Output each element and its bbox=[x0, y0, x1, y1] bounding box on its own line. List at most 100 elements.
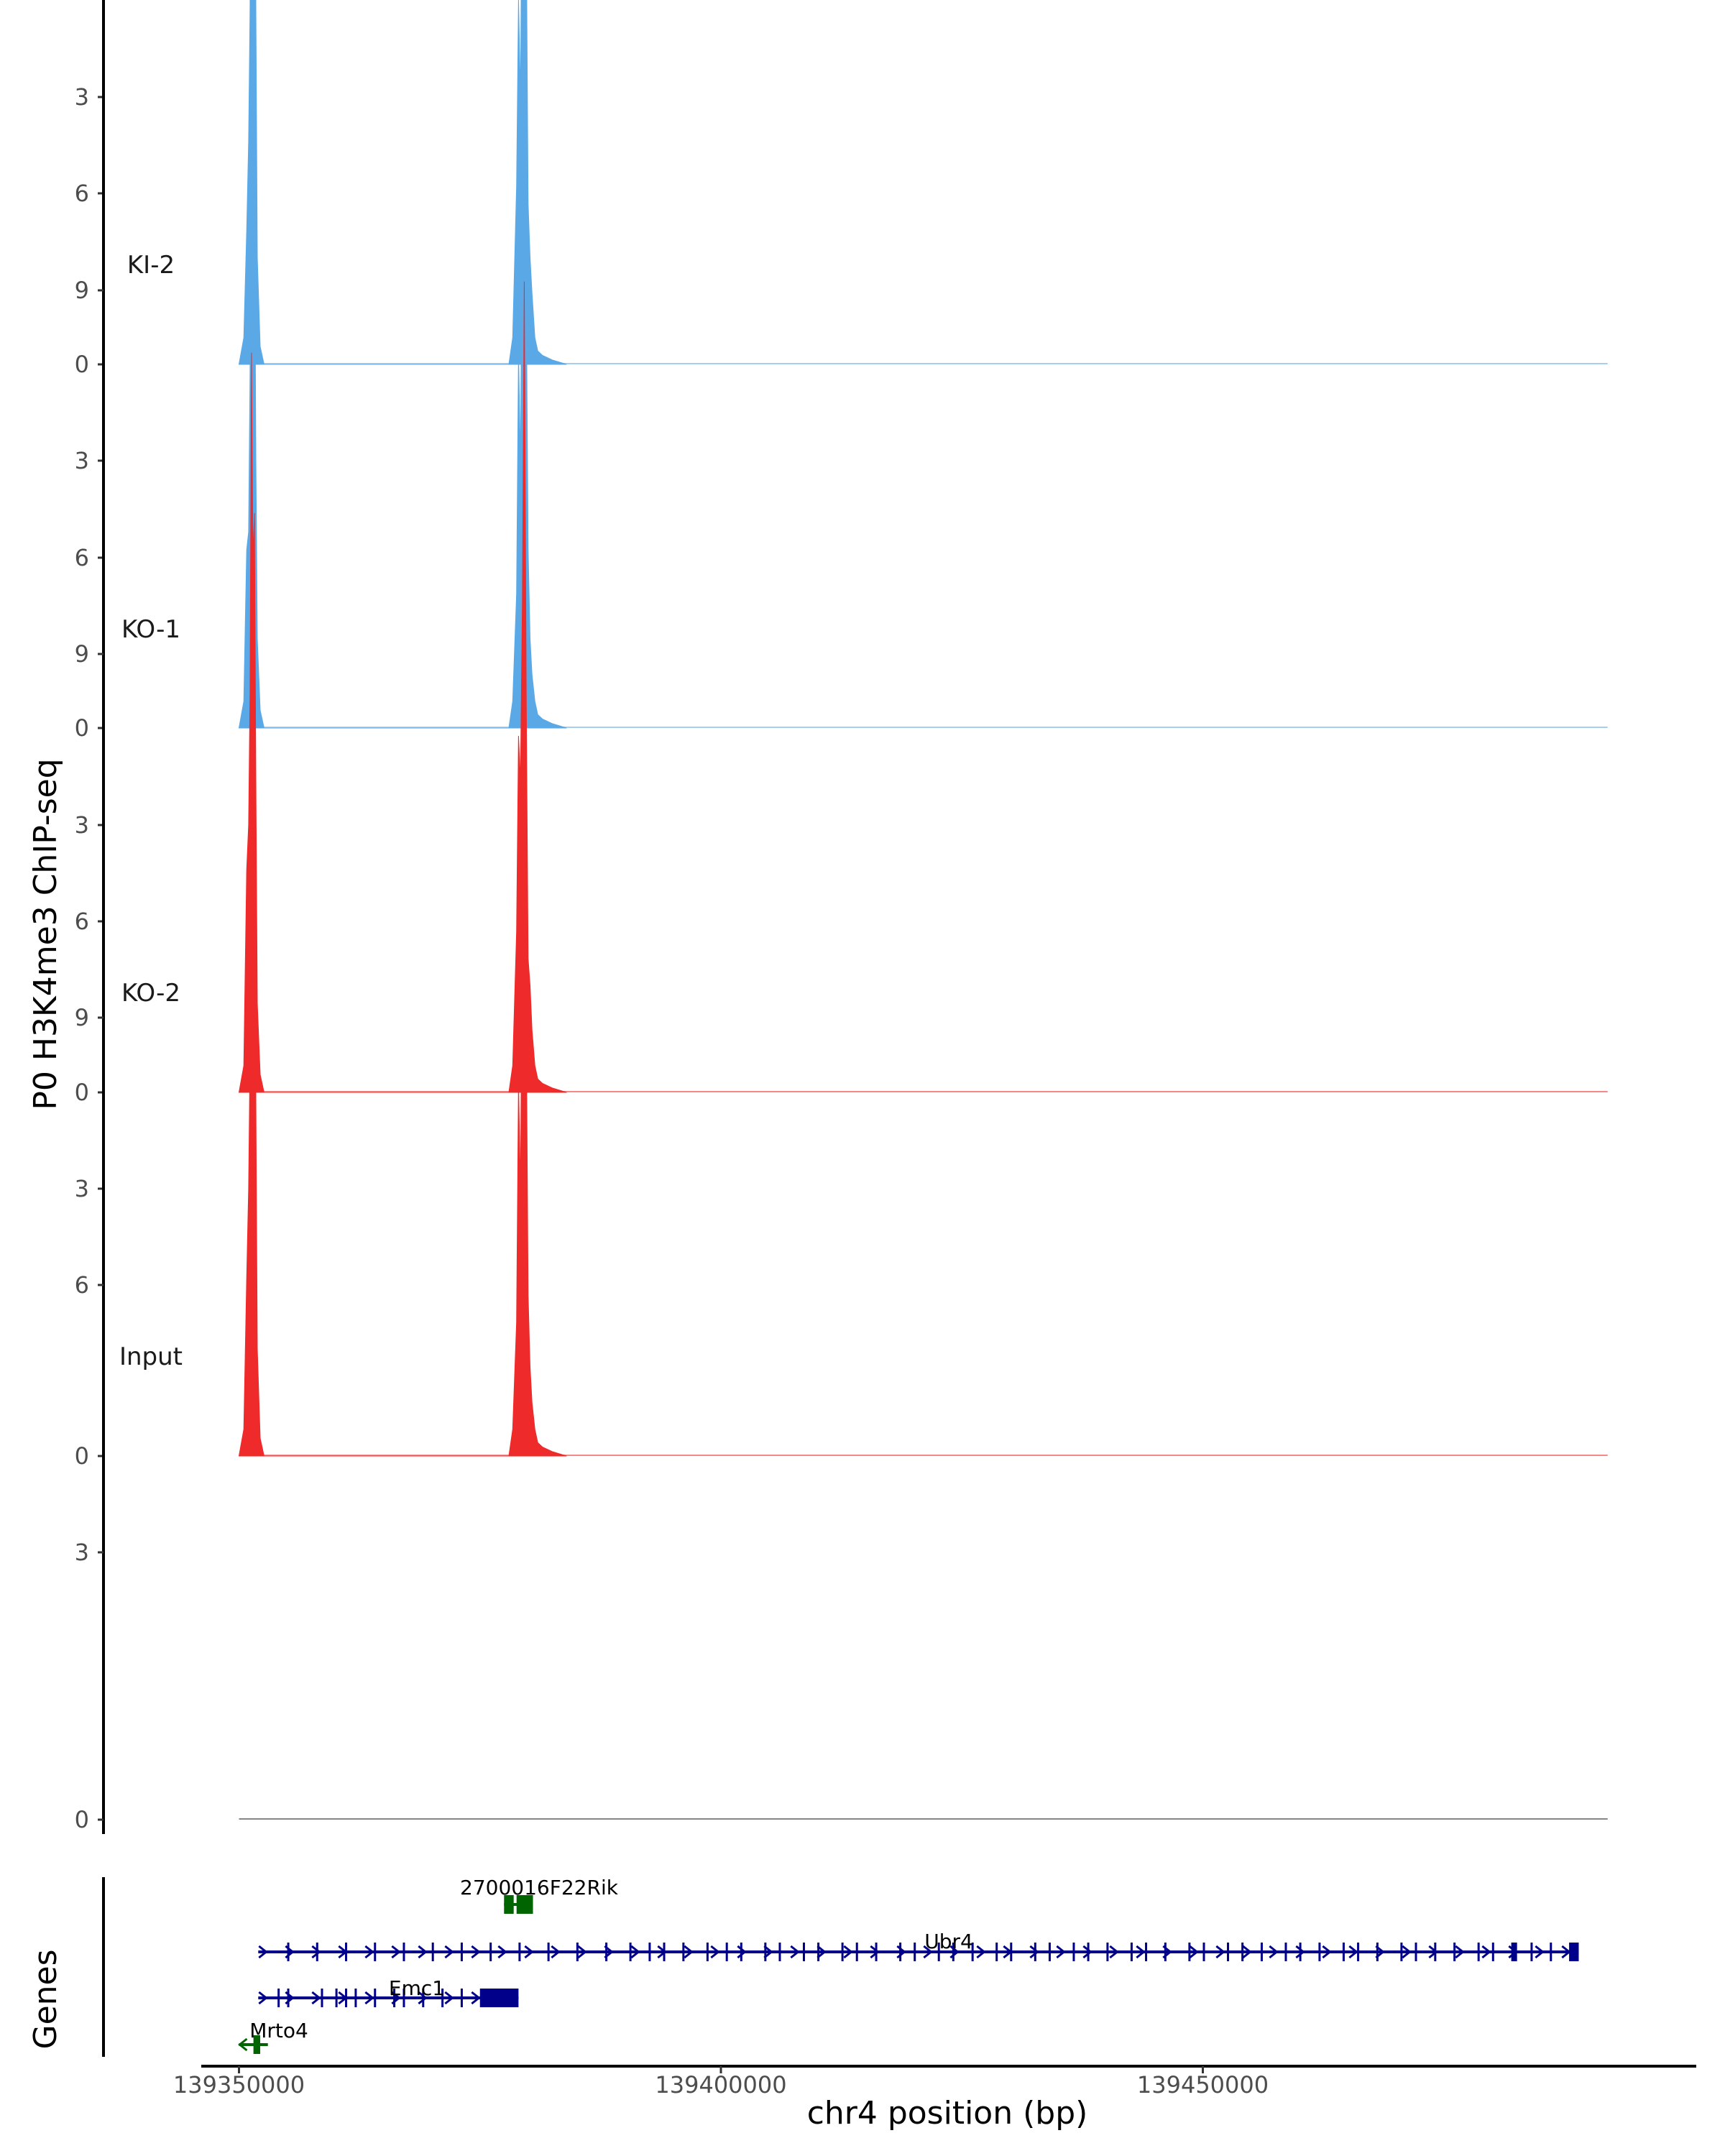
y-tick-label: 9 bbox=[75, 640, 89, 668]
exon-block bbox=[489, 1943, 492, 1961]
y-tick-label: 3 bbox=[75, 1175, 89, 1202]
strand-chevron bbox=[1295, 1945, 1305, 1959]
exon-block bbox=[914, 1943, 916, 1961]
exon-block bbox=[277, 1989, 280, 2007]
x-tick-label: 139350000 bbox=[173, 2071, 305, 2099]
exon-block bbox=[1087, 1943, 1090, 1961]
exon-block bbox=[576, 1943, 579, 1961]
gene-2700016f22rik: 2700016F22Rik bbox=[460, 1876, 619, 1914]
exon-block bbox=[1511, 1943, 1517, 1961]
exon-block bbox=[1318, 1943, 1321, 1961]
strand-chevron bbox=[1348, 1945, 1358, 1959]
y-tick-label: 0 bbox=[75, 1442, 89, 1470]
x-axis-title: chr4 position (bp) bbox=[807, 2095, 1088, 2132]
strand-chevron bbox=[311, 1991, 321, 2005]
exon-block bbox=[321, 1989, 323, 2007]
exon-block bbox=[1145, 1943, 1148, 1961]
signal-area bbox=[238, 0, 567, 729]
strand-chevron bbox=[418, 1945, 428, 1959]
gene-label: Ubr4 bbox=[924, 1930, 973, 1953]
y-tick-label: 6 bbox=[75, 908, 89, 935]
exon-block bbox=[1434, 1943, 1437, 1961]
exon-block bbox=[1202, 1943, 1205, 1961]
exon-block bbox=[1284, 1943, 1287, 1961]
exon-block bbox=[253, 2035, 261, 2054]
track-label: KO-1 bbox=[121, 615, 180, 644]
gene-label: 2700016F22Rik bbox=[460, 1876, 619, 1899]
strand-chevron bbox=[1322, 1945, 1332, 1959]
exon-block bbox=[740, 1943, 742, 1961]
strand-chevron bbox=[444, 1991, 454, 2005]
strand-chevron bbox=[790, 1945, 800, 1959]
strand-chevron bbox=[870, 1945, 880, 1959]
exon-block bbox=[402, 1989, 405, 2007]
track-input-panel: 0 3 6 9 Input bbox=[75, 839, 1608, 1834]
exon-block bbox=[899, 1943, 902, 1961]
exon-block bbox=[1550, 1943, 1552, 1961]
exon-block bbox=[1048, 1943, 1051, 1961]
strand-chevron bbox=[524, 1945, 534, 1959]
exon-block bbox=[547, 1943, 550, 1961]
strand-chevron bbox=[737, 1945, 747, 1959]
y-tick-label: 3 bbox=[75, 811, 89, 839]
exon-block bbox=[335, 1989, 338, 2007]
exon-block bbox=[431, 1943, 434, 1961]
gene-mrto4: Mrto4 bbox=[238, 2019, 308, 2054]
exon-block bbox=[1400, 1943, 1403, 1961]
genes-track: 2700016F22Rik Ubr4 Emc1 Mrto4 bbox=[102, 1876, 1579, 2057]
y-axis-title: P0 H3K4me3 ChIP-seq bbox=[27, 758, 64, 1110]
exon-block bbox=[629, 1943, 632, 1961]
exon-block bbox=[817, 1943, 820, 1961]
exon-block bbox=[802, 1943, 805, 1961]
exon-block bbox=[516, 1895, 533, 1914]
exon-block bbox=[682, 1943, 685, 1961]
strand-chevron bbox=[1136, 1945, 1146, 1959]
exon-block bbox=[287, 1989, 290, 2007]
signal-area bbox=[238, 582, 567, 1457]
y-tick-label: 0 bbox=[75, 1079, 89, 1106]
exon-block bbox=[706, 1943, 709, 1961]
exon-block bbox=[875, 1943, 878, 1961]
exon-block bbox=[1376, 1943, 1379, 1961]
exon-block bbox=[605, 1943, 608, 1961]
exon-block bbox=[1453, 1943, 1456, 1961]
strand-chevron bbox=[364, 1991, 374, 2005]
y-tick-label: 9 bbox=[75, 1004, 89, 1031]
y-tick-label: 3 bbox=[75, 1539, 89, 1566]
exon-block bbox=[725, 1943, 728, 1961]
strand-chevron bbox=[1215, 1945, 1225, 1959]
exon-block bbox=[1491, 1943, 1494, 1961]
exon-block bbox=[1106, 1943, 1109, 1961]
y-tick-label: 0 bbox=[75, 714, 89, 742]
y-tick-label: 0 bbox=[75, 1806, 89, 1833]
y-tick-label: 9 bbox=[75, 277, 89, 304]
exon-block bbox=[441, 1989, 444, 2007]
exon-block bbox=[1227, 1943, 1230, 1961]
signal-area bbox=[238, 281, 567, 1093]
signal-tracks: 0369KI-10369KI-20369KO-10369KO-20369Inpu… bbox=[75, 0, 1608, 1834]
exon-block bbox=[1530, 1943, 1533, 1961]
strand-chevron bbox=[258, 1945, 268, 1959]
strand-chevron bbox=[1056, 1945, 1066, 1959]
x-axis: 139350000 139400000 139450000 bbox=[173, 2065, 1696, 2099]
y-tick-label: 6 bbox=[75, 1271, 89, 1299]
exon-block bbox=[937, 1943, 940, 1961]
exon-block bbox=[1357, 1943, 1360, 1961]
strand-chevron bbox=[238, 2037, 248, 2052]
strand-chevron bbox=[577, 1945, 587, 1959]
exon-block bbox=[952, 1943, 954, 1961]
exon-block bbox=[648, 1943, 651, 1961]
exon-block bbox=[1260, 1943, 1263, 1961]
strand-chevron bbox=[1189, 1945, 1199, 1959]
y-tick-label: 0 bbox=[75, 351, 89, 378]
exon-block bbox=[1164, 1943, 1167, 1961]
strand-chevron bbox=[1535, 1945, 1545, 1959]
exon-block bbox=[971, 1943, 974, 1961]
exon-block bbox=[1072, 1943, 1075, 1961]
gene-label: Mrto4 bbox=[249, 2019, 308, 2042]
strand-chevron bbox=[843, 1945, 853, 1959]
exon-block bbox=[1299, 1943, 1302, 1961]
y-tick-label: 3 bbox=[75, 447, 89, 474]
exon-block bbox=[504, 1895, 514, 1914]
